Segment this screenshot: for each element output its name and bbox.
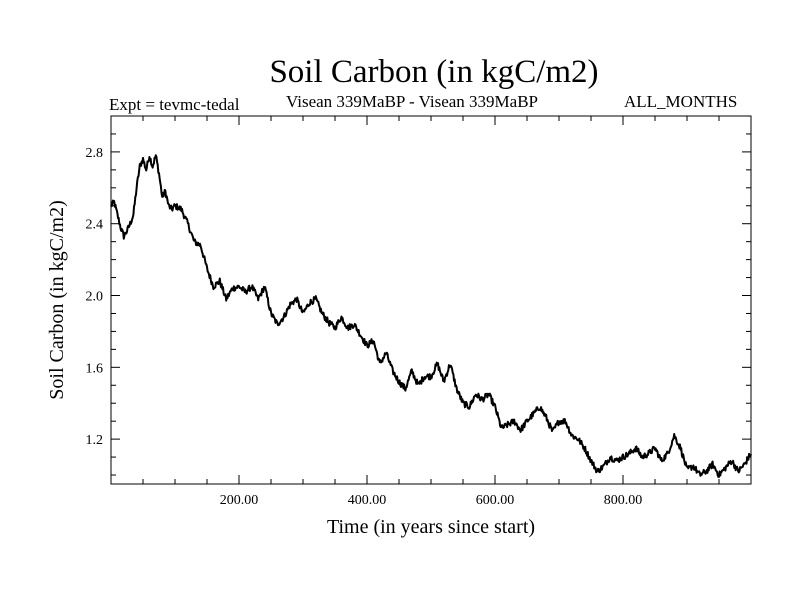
plot-frame xyxy=(110,115,752,485)
labels-layer: 200.00 400.00 600.00 800.00 1.2 1.6 2.0 2.4 2.8 T… xyxy=(46,146,642,538)
chart-title: Soil Carbon (in kgC/m2) xyxy=(269,54,599,90)
y-tick-label: 2.4 xyxy=(86,218,104,233)
y-tick-label: 2.8 xyxy=(86,146,104,161)
x-tick-label: 200.00 xyxy=(220,493,259,508)
experiment-label: Expt = tevmc-tedal xyxy=(109,95,240,114)
months-label: ALL_MONTHS xyxy=(624,92,738,111)
x-tick-label: 400.00 xyxy=(348,493,387,508)
y-tick-label: 2.0 xyxy=(86,290,104,305)
x-tick-label: 800.00 xyxy=(604,493,643,508)
series-layer xyxy=(110,154,752,478)
series-line xyxy=(110,154,752,478)
x-axis-title: Time (in years since start) xyxy=(327,516,535,538)
y-tick-label: 1.2 xyxy=(86,433,104,448)
period-subtitle: Visean 339MaBP - Visean 339MaBP xyxy=(286,92,539,111)
axes-layer xyxy=(110,115,752,485)
x-tick-label: 600.00 xyxy=(476,493,515,508)
y-tick-label: 1.6 xyxy=(86,361,104,376)
y-axis-title: Soil Carbon (in kgC/m2) xyxy=(46,200,68,399)
